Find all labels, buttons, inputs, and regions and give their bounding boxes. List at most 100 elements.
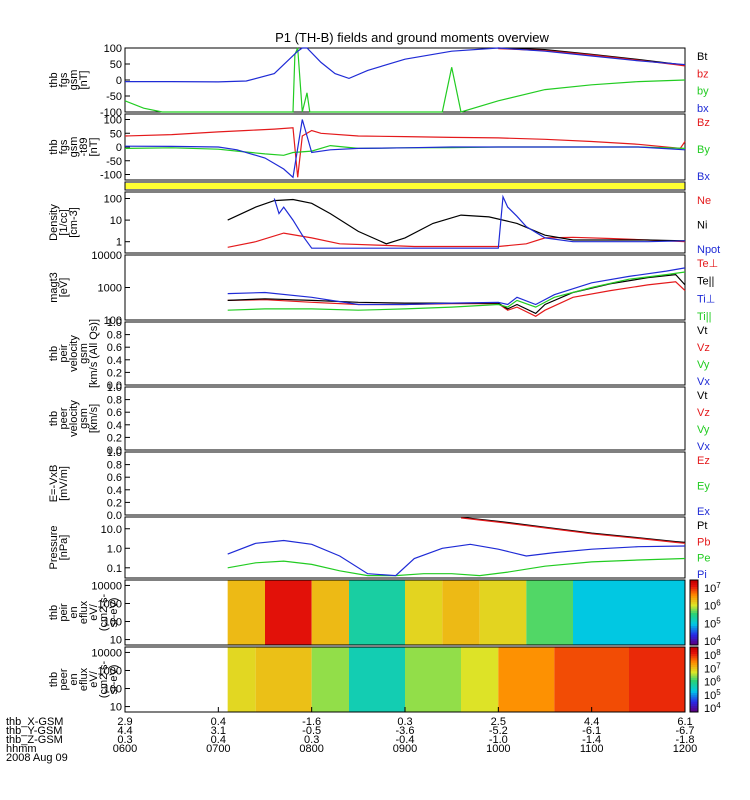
y-axis-label-line: [1/cc] — [58, 209, 70, 235]
y-tick-label: 0.6 — [107, 407, 122, 419]
colorbar-swatch — [690, 588, 698, 592]
legend-entry: Npot — [697, 244, 720, 256]
colorbar-tick-label: 107 — [704, 581, 721, 595]
y-tick-label: 0.6 — [107, 472, 122, 484]
y-tick-label: 10 — [110, 215, 122, 227]
legend-entry: Te⊥ — [697, 258, 718, 270]
y-tick-label: -100 — [100, 170, 122, 182]
y-axis-label-line: Density — [48, 204, 60, 241]
footer-value: 0.4 — [211, 716, 226, 728]
footer-value: 2.9 — [117, 716, 132, 728]
y-axis-label-line: (cm2-s- — [98, 594, 110, 632]
y-axis-label: thbpeerenefluxeV/(cm2-s-sr-eV) — [48, 661, 120, 699]
footer-row-label: thb_Y-GSM — [6, 725, 62, 737]
legend-entry: by — [697, 86, 709, 98]
colorbar-swatch — [690, 623, 698, 626]
colorbar-swatch — [690, 636, 698, 639]
colorbar-tick-label: 104 — [704, 701, 721, 715]
colorbar-swatch — [690, 610, 698, 613]
footer-value: 1000 — [486, 743, 510, 755]
footer-value: 0900 — [393, 743, 417, 755]
footer-value: -5.2 — [489, 725, 508, 737]
colorbar-frame — [689, 579, 699, 646]
legend-entry: Ni — [697, 220, 707, 232]
heatmap-cell — [405, 580, 443, 645]
colorbar-swatch — [690, 662, 698, 665]
footer-value: 0.3 — [117, 734, 132, 746]
footer-value: -6.1 — [582, 725, 601, 737]
y-tick-label: 1000 — [98, 283, 122, 295]
panel-peer: 1.00.80.60.40.20.0thbpeervelocitygsm[km/… — [48, 382, 710, 457]
y-tick-label: 100 — [104, 194, 122, 206]
colorbar-swatch — [690, 668, 698, 672]
legend-entry: Ex — [697, 506, 710, 518]
heatmap-cell — [573, 580, 685, 645]
legend-entry: Vz — [697, 342, 710, 354]
y-tick-label: 1.0 — [107, 447, 122, 459]
colorbar-swatch — [690, 660, 698, 663]
y-axis-label-line: fgs — [58, 139, 70, 154]
y-tick-label: 1.0 — [107, 382, 122, 394]
y-tick-label: 0.1 — [107, 563, 122, 575]
colorbar-tick-label: 105 — [704, 616, 721, 630]
plot-frame — [124, 321, 686, 386]
y-axis-label-line: thb — [48, 605, 60, 620]
y-axis-label-line: en — [68, 606, 80, 618]
colorbar-swatch — [690, 642, 698, 646]
legend-entry: Bz — [697, 117, 710, 129]
footer-row-label: thb_Z-GSM — [6, 734, 63, 746]
colorbar-swatch — [690, 657, 698, 661]
legend-entry: Pt — [697, 520, 707, 532]
colorbar-swatch — [690, 632, 698, 635]
heatmap-cell — [526, 580, 573, 645]
colorbar-tick-label: 106 — [704, 599, 721, 613]
colorbar-frame — [689, 646, 699, 713]
legend-entry: Bx — [697, 171, 710, 183]
colorbar-swatch — [690, 580, 698, 583]
y-axis-label-line: eflux — [78, 600, 90, 624]
panel-pressure: 10.0 1.0 0.1 Pressure[nPa] Pt Pb Pe Pi — [48, 516, 710, 581]
colorbar-tick-label: 108 — [704, 648, 721, 662]
legend-entry: Vy — [697, 359, 710, 371]
y-tick-label: 0.4 — [107, 485, 122, 497]
y-axis-label: thbfgsgsm-t89[nT] — [48, 137, 100, 158]
y-axis-label-line: [eV] — [58, 278, 70, 298]
legend-entry: bz — [697, 68, 709, 80]
y-axis-label-line: magt3 — [48, 272, 60, 303]
footer-value: 0800 — [299, 743, 323, 755]
y-axis-label-line: sr-eV) — [108, 665, 120, 695]
y-axis-label-line: [mV/m] — [58, 466, 70, 501]
colorbar-swatch — [690, 707, 698, 711]
x-axis-footer: thb_X-GSM 2.9 0.4 -1.6 0.3 2.5 4.4 6.1 thb_Y-GSM… — [6, 707, 697, 764]
y-tick-label: 10.0 — [101, 524, 122, 536]
legend-entry: Ey — [697, 481, 710, 493]
colorbar-swatch — [690, 647, 698, 650]
y-axis-label-line: peer — [58, 407, 70, 429]
colorbar-swatch — [690, 640, 698, 644]
y-tick-label: 100 — [104, 315, 122, 327]
heatmap-cell — [479, 580, 527, 645]
series-bz — [498, 48, 686, 67]
legend-entry: Vz — [697, 407, 710, 419]
footer-value: -0.5 — [302, 725, 321, 737]
y-axis-label: magt3[eV] — [48, 272, 70, 303]
flag-bar — [125, 183, 685, 189]
y-axis-label-line: thb — [48, 672, 60, 687]
colorbar-swatch — [690, 694, 698, 698]
colorbar-swatch — [690, 614, 698, 618]
colorbar-swatch — [690, 686, 698, 689]
legend-entry: Te|| — [697, 276, 714, 288]
y-tick-label: 1.0 — [107, 543, 122, 555]
y-tick-label: 0 — [116, 142, 122, 154]
footer-row-label: thb_X-GSM — [6, 716, 63, 728]
plot-frame — [124, 579, 686, 646]
heatmap-cell — [227, 647, 256, 712]
y-axis-label-line: sr-eV) — [108, 598, 120, 628]
panel-peir-en: 107 106 105 104 10000 1000 100 10 thbpeireneflux… — [48, 579, 721, 648]
y-tick-label: 100 — [104, 617, 122, 629]
colorbar-swatch — [690, 638, 698, 642]
colorbar-swatch — [690, 651, 698, 654]
colorbar-swatch — [690, 683, 698, 687]
y-axis-label-line: en — [68, 673, 80, 685]
